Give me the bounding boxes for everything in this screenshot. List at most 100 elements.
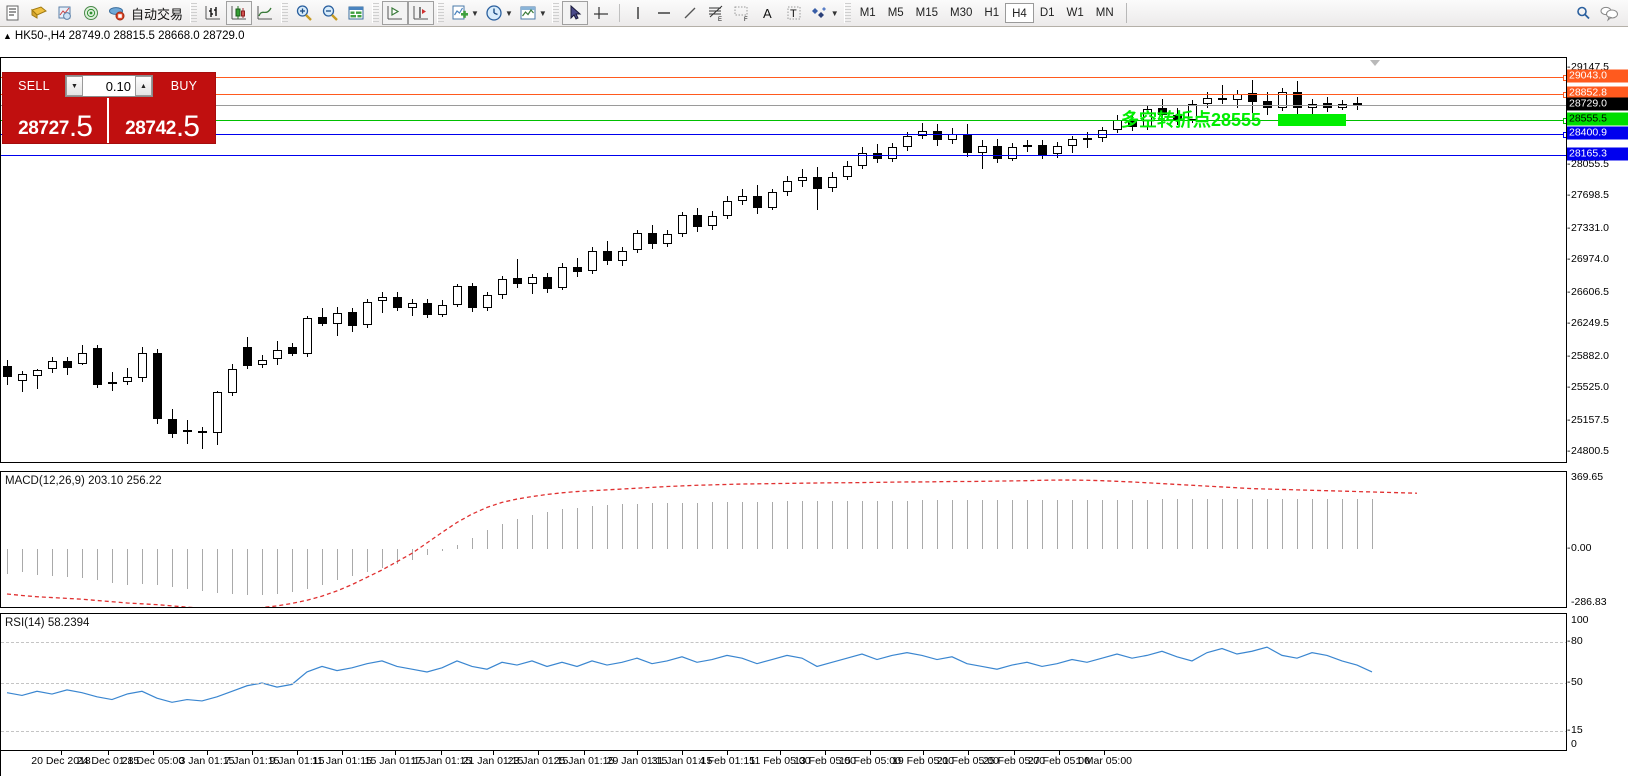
price-level-handle[interactable] [1563,75,1566,82]
timeframe-m1[interactable]: M1 [859,7,876,19]
price-tag[interactable]: 28729.0 [1567,97,1628,111]
market-watch-icon[interactable] [52,1,78,25]
timeframe-mn[interactable]: MN [1095,7,1114,19]
timeframe-d1[interactable]: D1 [1039,7,1055,19]
candlestick [842,161,852,181]
rsi-pane-canvas[interactable] [1,614,1566,750]
candle-body [947,134,957,141]
one-click-trading-panel[interactable]: SELL ▼ ▲ BUY 28727 .5 28742 .5 [2,72,216,144]
timeframe-h4[interactable]: H4 [1005,3,1034,23]
terminal-icon[interactable] [343,1,369,25]
label-icon[interactable]: T [781,1,807,25]
candlestick [1247,80,1257,113]
macd-scale[interactable]: 369.65 -0.00 -286.83 [1567,471,1628,608]
vertical-line-icon[interactable] [625,1,651,25]
chart-shift-icon[interactable] [382,1,409,25]
volume-decrease-button[interactable]: ▼ [66,76,83,96]
price-level-line[interactable] [1,75,1566,82]
candlestick [62,356,72,375]
auto-scroll-icon[interactable] [408,1,435,25]
candlestick-chart-icon[interactable] [226,1,253,25]
price-level-line[interactable] [1,92,1566,99]
new-order-icon[interactable] [0,1,26,25]
period-icon[interactable] [481,1,507,25]
shapes-dropdown-caret[interactable]: ▼ [830,8,839,18]
price-tag[interactable]: 28852.8 [1567,86,1628,100]
buy-button[interactable]: BUY [170,79,198,93]
timeframe-h1[interactable]: H1 [984,7,1000,19]
chart-annotation-text[interactable]: 多空转折点28555 [1121,110,1262,131]
candlestick [332,307,342,336]
volume-stepper[interactable]: ▼ ▲ [65,75,153,97]
macd-histogram-bar [577,507,578,550]
timeframe-m5[interactable]: M5 [887,7,904,19]
price-pane-canvas[interactable]: 多空转折点28555 [1,58,1566,462]
timeframe-m30[interactable]: M30 [950,7,973,19]
macd-pane[interactable]: MACD(12,26,9) 203.10 256.22 [0,471,1567,608]
price-tick: -27331.0 [1567,221,1609,234]
candle-body [47,360,57,370]
price-level-handle[interactable] [1563,118,1566,125]
bar-chart-icon[interactable] [200,1,226,25]
crosshair-icon[interactable] [588,1,614,25]
volume-increase-button[interactable]: ▲ [135,76,152,96]
trendline-icon[interactable] [677,1,703,25]
candle-body [617,250,627,261]
templates-dropdown-caret[interactable]: ▼ [538,8,547,18]
rsi-pane[interactable]: RSI(14) 58.2394 [0,613,1567,751]
timeframe-m15[interactable]: M15 [915,7,939,19]
time-axis[interactable]: 20 Dec 2018 24 Dec 01:15 28 Dec 05:00 3 Jan… [0,751,1567,776]
sell-button[interactable]: SELL [18,79,50,93]
search-icon[interactable] [1570,1,1596,25]
text-icon[interactable]: A [755,1,781,25]
price-tag[interactable]: 28555.5 [1567,112,1628,126]
chevron-down-icon[interactable] [1368,55,1382,66]
timeframe-w1[interactable]: W1 [1066,7,1084,19]
profiles-icon[interactable] [26,1,52,25]
price-level-line[interactable] [1,104,1566,106]
candle-body [62,360,72,368]
macd-histogram-bar [1267,499,1268,550]
price-tag[interactable]: 28165.3 [1567,147,1628,161]
auto-trading-label[interactable]: 自动交易 [131,6,184,22]
candlestick [707,211,717,230]
rsi-tick: -80 [1567,634,1583,647]
shapes-icon[interactable] [807,1,833,25]
price-pane[interactable]: 多空转折点28555 [0,57,1567,463]
zoom-out-icon[interactable] [317,1,343,25]
chart-area[interactable]: ▲ HK50-,H4 28749.0 28815.5 28668.0 28729.… [0,27,1628,776]
price-level-line[interactable] [1,154,1566,156]
candle-body [1172,114,1182,120]
auto-trading-icon[interactable] [104,1,130,25]
channel-icon[interactable]: F [729,1,755,25]
chat-icon[interactable] [1596,1,1622,25]
line-chart-icon[interactable] [252,1,278,25]
fibonacci-icon[interactable]: E [703,1,729,25]
price-tag[interactable]: 29043.0 [1567,69,1628,83]
period-dropdown-caret[interactable]: ▼ [504,8,513,18]
indicators-icon[interactable] [447,1,473,25]
rsi-scale[interactable]: 100 -80 -50 -15 0 [1567,613,1628,751]
templates-icon[interactable] [515,1,541,25]
cursor-icon[interactable] [561,1,588,25]
triangle-up-icon[interactable]: ▲ [3,31,12,41]
sell-price[interactable]: 28727 .5 [3,98,109,143]
buy-price[interactable]: 28742 .5 [109,98,215,143]
price-level-line[interactable] [1,118,1566,125]
candle-body [842,165,852,177]
candlestick [77,345,87,365]
price-level-line[interactable] [1,131,1566,138]
macd-pane-canvas[interactable] [1,472,1566,607]
price-scale[interactable]: -29147.5 -28055.5 -27698.5 -27331.0 -26974.0… [1567,57,1628,463]
indicators-dropdown-caret[interactable]: ▼ [471,8,479,18]
price-level-handle[interactable] [1563,131,1566,138]
horizontal-line-icon[interactable] [651,1,677,25]
price-level-handle[interactable] [1563,92,1566,99]
zoom-in-icon[interactable] [291,1,317,25]
navigator-icon[interactable] [78,1,104,25]
time-tick-label: 3 Jan 01:15 [179,755,235,767]
highlight-box[interactable] [1278,114,1346,127]
volume-input[interactable] [83,78,135,94]
price-tag[interactable]: 28400.9 [1567,126,1628,140]
candle-body [1097,129,1107,138]
